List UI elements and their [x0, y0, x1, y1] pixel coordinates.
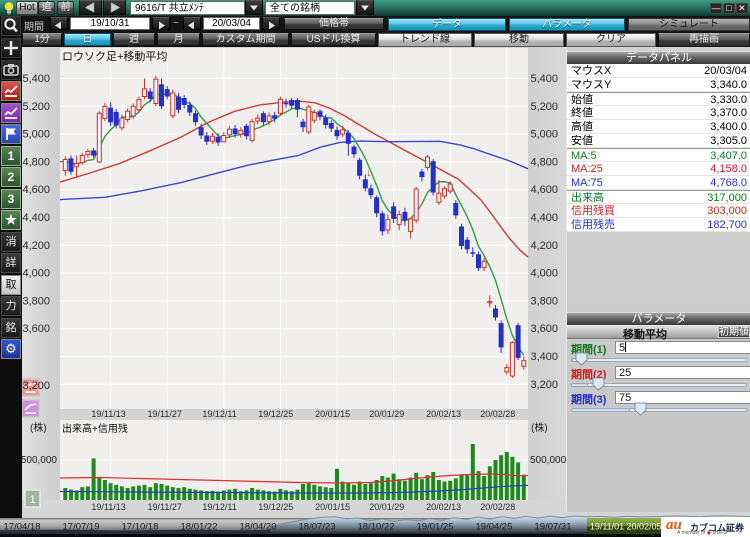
svg-text:20/02/28: 20/02/28: [480, 502, 515, 512]
svg-text:(株): (株): [30, 421, 47, 434]
svg-text:19/11/27: 19/11/27: [148, 409, 182, 419]
svg-text:1: 1: [29, 494, 35, 506]
svg-text:18/10/22: 18/10/22: [358, 522, 395, 533]
svg-text:5,200: 5,200: [530, 101, 558, 113]
svg-text:19/12/25: 19/12/25: [258, 502, 293, 512]
svg-text:4,600: 4,600: [22, 184, 50, 196]
svg-text:18/01/22: 18/01/22: [181, 522, 218, 533]
svg-text:17/10/18: 17/10/18: [122, 522, 159, 533]
svg-text:19/04/25: 19/04/25: [476, 522, 513, 533]
svg-text:4,000: 4,000: [530, 268, 558, 280]
svg-text:4,200: 4,200: [22, 240, 50, 252]
svg-text:19/01/25: 19/01/25: [417, 522, 454, 533]
svg-text:5,000: 5,000: [530, 129, 558, 141]
svg-text:3,800: 3,800: [22, 295, 50, 307]
svg-text:20/01/29: 20/01/29: [369, 502, 404, 512]
svg-text:5,200: 5,200: [22, 101, 50, 113]
svg-text:3,600: 3,600: [22, 323, 50, 335]
svg-text:出来高+信用残: 出来高+信用残: [62, 422, 128, 435]
svg-text:3,200: 3,200: [530, 379, 558, 391]
svg-text:19/11/13: 19/11/13: [91, 409, 125, 419]
svg-text:3,200: 3,200: [22, 380, 50, 392]
svg-text:3,400: 3,400: [530, 351, 558, 363]
svg-text:5,400: 5,400: [530, 73, 558, 85]
svg-text:19/12/11: 19/12/11: [202, 502, 236, 512]
svg-text:3,600: 3,600: [530, 323, 558, 335]
svg-text:500,000: 500,000: [22, 455, 57, 466]
svg-text:19/11/13: 19/11/13: [91, 502, 125, 512]
svg-text:500,000: 500,000: [530, 455, 566, 466]
svg-text:17/07/19: 17/07/19: [63, 522, 100, 533]
svg-text:19/07/31: 19/07/31: [535, 522, 572, 533]
svg-text:18/07/23: 18/07/23: [299, 522, 336, 533]
svg-text:4,800: 4,800: [530, 156, 558, 168]
svg-text:20/02/28: 20/02/28: [480, 409, 515, 419]
svg-text:19/11/01: 19/11/01: [590, 522, 624, 532]
svg-text:19/12/25: 19/12/25: [258, 409, 293, 419]
svg-text:4,400: 4,400: [530, 212, 558, 224]
svg-text:4,800: 4,800: [22, 156, 50, 168]
svg-text:(株): (株): [531, 421, 548, 434]
svg-text:20/02/13: 20/02/13: [426, 409, 461, 419]
svg-text:4,600: 4,600: [530, 184, 558, 196]
svg-text:19/12/11: 19/12/11: [202, 409, 236, 419]
svg-text:↓: ↓: [366, 168, 371, 179]
svg-text:20/02/13: 20/02/13: [426, 502, 461, 512]
svg-text:20/02/05: 20/02/05: [626, 522, 661, 532]
svg-text:5,000: 5,000: [22, 129, 50, 141]
svg-text:4,000: 4,000: [22, 268, 50, 280]
svg-text:18/04/20: 18/04/20: [240, 522, 277, 533]
svg-text:ロウソク足+移動平均: ロウソク足+移動平均: [62, 49, 167, 63]
svg-text:20/01/29: 20/01/29: [369, 409, 404, 419]
svg-text:20/01/15: 20/01/15: [315, 502, 350, 512]
svg-text:5,400: 5,400: [22, 73, 50, 85]
svg-text:17/04/18: 17/04/18: [4, 522, 41, 533]
svg-text:4,200: 4,200: [530, 240, 558, 252]
svg-text:20/01/15: 20/01/15: [315, 409, 350, 419]
svg-text:4,400: 4,400: [22, 212, 50, 224]
svg-text:19/11/27: 19/11/27: [148, 502, 182, 512]
svg-text:3,800: 3,800: [530, 295, 558, 307]
